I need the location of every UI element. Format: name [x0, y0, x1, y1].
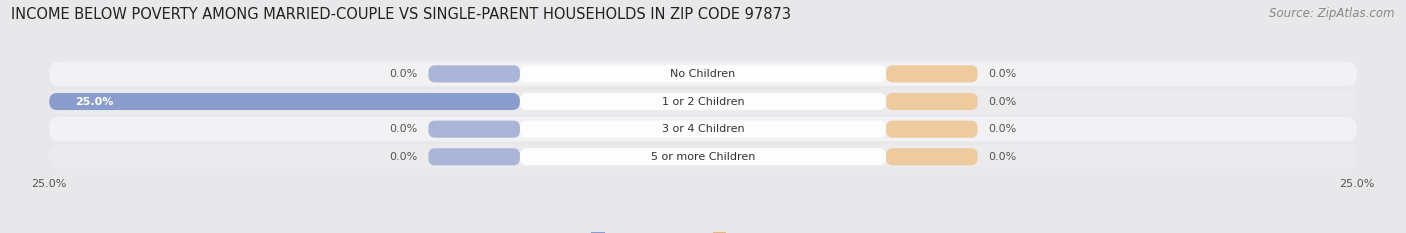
FancyBboxPatch shape [886, 93, 977, 110]
FancyBboxPatch shape [520, 93, 886, 110]
FancyBboxPatch shape [520, 65, 886, 82]
FancyBboxPatch shape [49, 117, 1357, 141]
FancyBboxPatch shape [520, 121, 886, 138]
Text: 0.0%: 0.0% [988, 124, 1017, 134]
Text: 0.0%: 0.0% [389, 69, 418, 79]
Text: 3 or 4 Children: 3 or 4 Children [662, 124, 744, 134]
FancyBboxPatch shape [886, 148, 977, 165]
FancyBboxPatch shape [49, 62, 1357, 86]
Text: 0.0%: 0.0% [988, 69, 1017, 79]
FancyBboxPatch shape [429, 148, 520, 165]
Text: 0.0%: 0.0% [988, 152, 1017, 162]
Text: 0.0%: 0.0% [988, 96, 1017, 106]
Text: 0.0%: 0.0% [389, 152, 418, 162]
Text: No Children: No Children [671, 69, 735, 79]
FancyBboxPatch shape [886, 121, 977, 138]
Text: 1 or 2 Children: 1 or 2 Children [662, 96, 744, 106]
FancyBboxPatch shape [429, 65, 520, 82]
FancyBboxPatch shape [886, 65, 977, 82]
Text: INCOME BELOW POVERTY AMONG MARRIED-COUPLE VS SINGLE-PARENT HOUSEHOLDS IN ZIP COD: INCOME BELOW POVERTY AMONG MARRIED-COUPL… [11, 7, 792, 22]
FancyBboxPatch shape [429, 121, 520, 138]
FancyBboxPatch shape [49, 93, 520, 110]
Text: 0.0%: 0.0% [389, 124, 418, 134]
Text: Source: ZipAtlas.com: Source: ZipAtlas.com [1270, 7, 1395, 20]
FancyBboxPatch shape [49, 145, 1357, 169]
FancyBboxPatch shape [520, 148, 886, 165]
Text: 25.0%: 25.0% [76, 96, 114, 106]
Text: 5 or more Children: 5 or more Children [651, 152, 755, 162]
FancyBboxPatch shape [49, 89, 1357, 114]
